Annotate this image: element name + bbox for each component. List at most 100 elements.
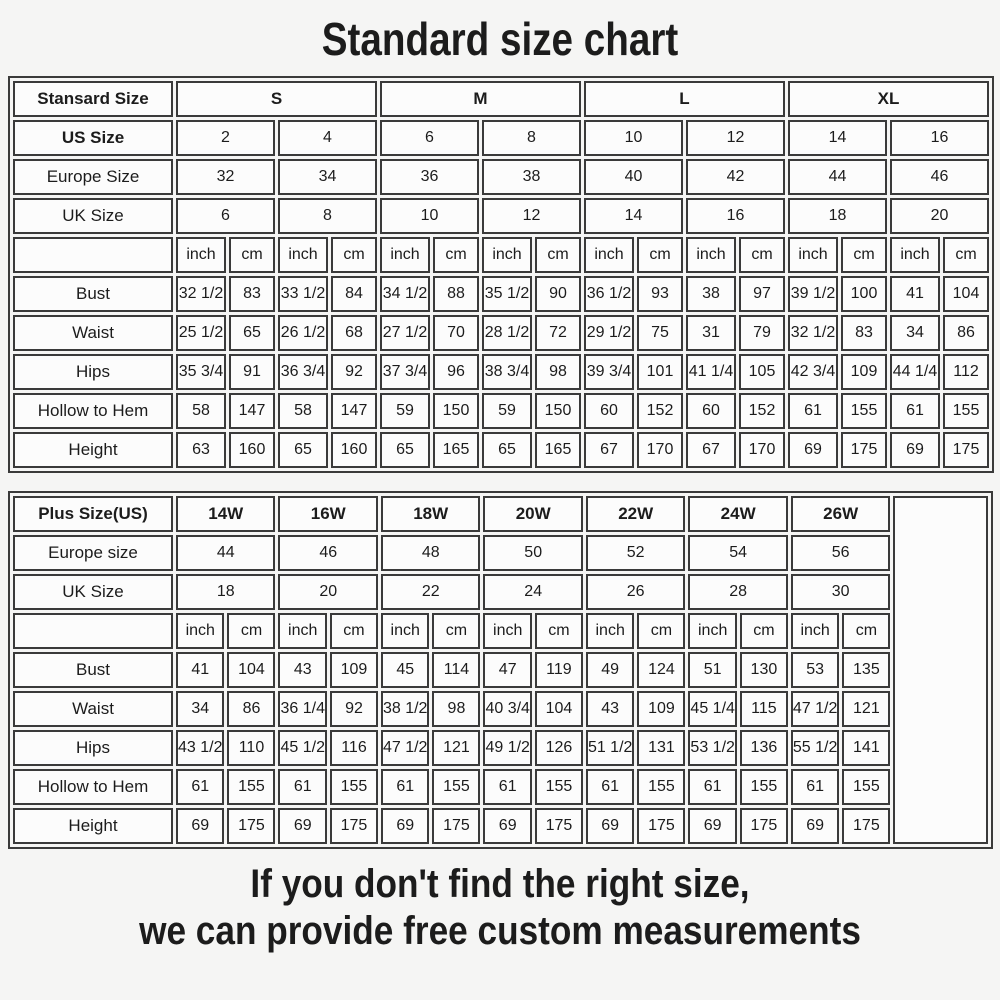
measure-value: 49 1/2	[483, 730, 532, 766]
size-value: 4	[278, 120, 377, 156]
row-label: Hips	[13, 354, 173, 390]
unit-label: inch	[380, 613, 430, 649]
size-value: 40	[584, 159, 683, 195]
measure-value: 155	[637, 769, 686, 805]
footer-line-1: If you don't find the right size,	[250, 862, 750, 906]
measure-value: 34 1/2	[380, 276, 430, 312]
row-label: UK Size	[13, 198, 173, 234]
measure-value: 43	[585, 691, 635, 727]
unit-label: cm	[637, 613, 686, 649]
measure-value: 39 1/2	[788, 276, 838, 312]
size-value: 56	[790, 535, 891, 571]
measure-value: 160	[229, 432, 275, 468]
measure-value: 155	[943, 393, 989, 429]
unit-label: inch	[278, 237, 328, 273]
row-label: Europe Size	[13, 159, 173, 195]
unit-label: cm	[637, 237, 683, 273]
size-value: 8	[482, 120, 581, 156]
unit-label: inch	[380, 237, 430, 273]
measure-value: 92	[329, 691, 378, 727]
measure-value: 175	[227, 808, 276, 844]
measure-value: 36 3/4	[278, 354, 328, 390]
unit-label: cm	[227, 613, 276, 649]
measure-value: 155	[739, 769, 788, 805]
measure-value: 42 3/4	[788, 354, 838, 390]
measure-value: 31	[686, 315, 736, 351]
measure-value: 104	[943, 276, 989, 312]
unit-label: cm	[535, 237, 581, 273]
size-value: 14	[584, 198, 683, 234]
size-value: 54	[688, 535, 788, 571]
measure-value: 69	[278, 808, 327, 844]
measure-value: 98	[432, 691, 481, 727]
measure-value: 104	[227, 652, 276, 688]
measure-value: 150	[433, 393, 479, 429]
measure-value: 175	[637, 808, 686, 844]
measure-value: 45 1/2	[278, 730, 327, 766]
unit-label: inch	[483, 613, 532, 649]
measure-value: 53 1/2	[688, 730, 737, 766]
measure-value: 69	[788, 432, 838, 468]
measure-value: 109	[329, 652, 378, 688]
size-value: 14	[788, 120, 887, 156]
size-value: 12	[482, 198, 581, 234]
size-group-header: XL	[788, 81, 989, 117]
measure-value: 97	[739, 276, 785, 312]
measure-value: 96	[433, 354, 479, 390]
measure-value: 37 3/4	[380, 354, 430, 390]
unit-label: inch	[788, 237, 838, 273]
measure-value: 49	[585, 652, 635, 688]
unit-label: inch	[585, 613, 635, 649]
measure-value: 61	[380, 769, 430, 805]
measure-value: 88	[433, 276, 479, 312]
measure-value: 155	[432, 769, 481, 805]
measure-value: 58	[176, 393, 226, 429]
measure-value: 47 1/2	[790, 691, 840, 727]
size-value: 22	[380, 574, 481, 610]
measure-value: 47	[483, 652, 532, 688]
unit-label: cm	[739, 613, 788, 649]
measure-value: 58	[278, 393, 328, 429]
row-label: Europe size	[13, 535, 173, 571]
size-value: 18	[788, 198, 887, 234]
measure-value: 55 1/2	[790, 730, 840, 766]
size-value: 38	[482, 159, 581, 195]
size-group-header: M	[380, 81, 581, 117]
size-value: 36	[380, 159, 479, 195]
measure-value: 109	[841, 354, 887, 390]
measure-value: 165	[535, 432, 581, 468]
measure-value: 136	[739, 730, 788, 766]
measure-value: 36 1/4	[278, 691, 327, 727]
row-label: Hollow to Hem	[13, 393, 173, 429]
measure-value: 61	[788, 393, 838, 429]
row-label: Bust	[13, 652, 173, 688]
size-value: 30	[790, 574, 891, 610]
unit-label: cm	[534, 613, 583, 649]
size-value: 28	[688, 574, 788, 610]
measure-value: 60	[584, 393, 634, 429]
measure-value: 35 1/2	[482, 276, 532, 312]
measure-value: 63	[176, 432, 226, 468]
size-value: 10	[380, 198, 479, 234]
measure-value: 160	[331, 432, 377, 468]
unit-label: inch	[584, 237, 634, 273]
measure-value: 61	[585, 769, 635, 805]
measure-value: 175	[432, 808, 481, 844]
measure-value: 92	[331, 354, 377, 390]
measure-value: 61	[278, 769, 327, 805]
size-value: 10	[584, 120, 683, 156]
row-label: Height	[13, 808, 173, 844]
unit-label: inch	[176, 237, 226, 273]
measure-value: 175	[842, 808, 891, 844]
measure-value: 175	[841, 432, 887, 468]
measure-value: 91	[229, 354, 275, 390]
unit-label: cm	[229, 237, 275, 273]
size-value: 20	[890, 198, 989, 234]
row-label: Waist	[13, 691, 173, 727]
unit-row-spacer	[13, 237, 173, 273]
measure-value: 150	[535, 393, 581, 429]
measure-value: 165	[433, 432, 479, 468]
measure-value: 175	[329, 808, 378, 844]
size-value: 48	[380, 535, 481, 571]
row-label: Height	[13, 432, 173, 468]
